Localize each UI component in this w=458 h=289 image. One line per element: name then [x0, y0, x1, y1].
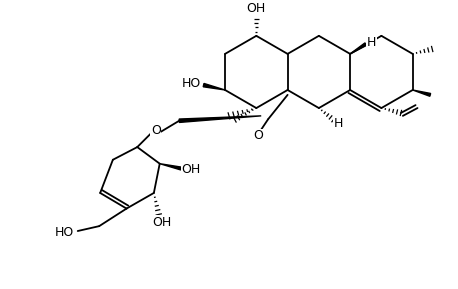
- Text: H: H: [367, 36, 376, 49]
- Polygon shape: [179, 116, 261, 123]
- Text: O: O: [253, 129, 263, 142]
- Polygon shape: [160, 164, 181, 170]
- Text: O: O: [151, 124, 161, 137]
- Text: H: H: [334, 117, 343, 130]
- Text: OH: OH: [181, 163, 201, 176]
- Text: OH: OH: [247, 2, 266, 15]
- Text: HO: HO: [182, 77, 202, 90]
- Polygon shape: [413, 90, 431, 96]
- Polygon shape: [350, 43, 366, 54]
- Text: HO: HO: [55, 227, 74, 240]
- Polygon shape: [203, 84, 225, 90]
- Text: OH: OH: [152, 216, 171, 229]
